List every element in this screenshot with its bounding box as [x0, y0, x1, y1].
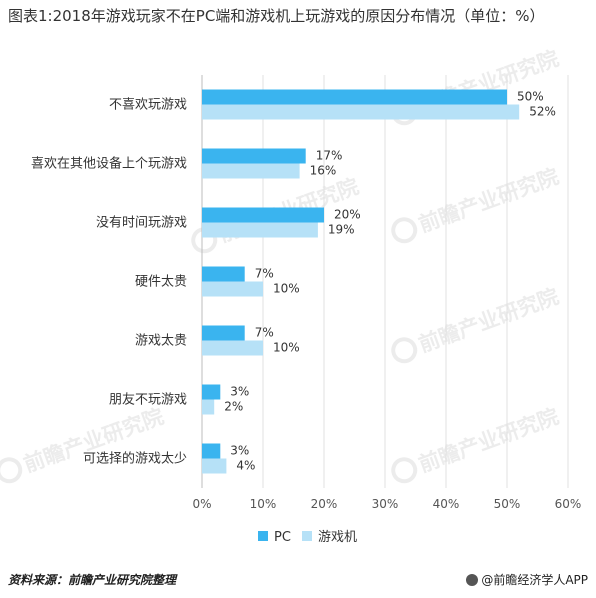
bar-console: [202, 163, 300, 179]
bars: [202, 89, 520, 474]
category-label: 游戏太贵: [135, 334, 187, 349]
bar-console: [202, 399, 215, 415]
watermark-text: 前瞻产业研究院: [415, 404, 561, 477]
bar-console: [202, 281, 263, 297]
data-label: 3%: [230, 444, 249, 458]
category-label: 喜欢在其他设备上个玩游戏: [31, 156, 187, 172]
data-label: 2%: [224, 400, 243, 414]
data-label: 20%: [334, 208, 361, 222]
x-tick-labels: 0% 10% 20% 30% 40% 50% 60%: [192, 497, 581, 511]
legend-swatch: [302, 531, 312, 541]
legend-label: 游戏机: [318, 530, 357, 545]
watermark: 前瞻产业研究院: [391, 284, 562, 364]
legend-label: PC: [274, 530, 291, 545]
data-label: 7%: [255, 267, 274, 281]
category-label: 朋友不玩游戏: [109, 392, 187, 408]
bar-console: [202, 340, 263, 356]
legend: PC 游戏机: [258, 530, 357, 545]
source-note: 资料来源：前瞻产业研究院整理: [8, 573, 177, 587]
bar-console: [202, 222, 318, 238]
watermark: 前瞻产业研究院: [391, 404, 562, 484]
watermark-logo-icon: [0, 457, 23, 484]
bar-pc: [202, 89, 507, 105]
x-tick-label: 0%: [192, 497, 211, 511]
value-labels: 50%52%17%16%20%19%7%10%7%10%3%2%3%4%: [224, 90, 556, 473]
category-label: 可选择的游戏太少: [83, 451, 187, 467]
brand-text: @前瞻经济学人APP: [481, 573, 588, 587]
watermark-text: 前瞻产业研究院: [415, 284, 561, 357]
legend-swatch: [258, 531, 268, 541]
x-tick-label: 50%: [494, 497, 521, 511]
x-tick-label: 40%: [433, 497, 460, 511]
bar-console: [202, 458, 227, 474]
watermark: 前瞻产业研究院: [391, 164, 562, 244]
category-label: 没有时间玩游戏: [96, 216, 187, 231]
bar-pc: [202, 443, 221, 459]
category-label: 硬件太贵: [135, 275, 187, 290]
bar-pc: [202, 148, 306, 164]
x-tick-label: 10%: [250, 497, 277, 511]
bar-pc: [202, 266, 245, 282]
watermark-logo-icon: [391, 217, 418, 244]
watermark-logo-icon: [391, 457, 418, 484]
bar-pc: [202, 325, 245, 341]
watermark: 前瞻产业研究院: [0, 404, 167, 484]
brand-note: @前瞻经济学人APP: [466, 571, 588, 588]
data-label: 7%: [255, 326, 274, 340]
watermark-text: 前瞻产业研究院: [415, 164, 561, 237]
data-label: 10%: [273, 282, 300, 296]
bar-console: [202, 104, 520, 120]
category-labels: 不喜欢玩游戏喜欢在其他设备上个玩游戏没有时间玩游戏硬件太贵游戏太贵朋友不玩游戏可…: [31, 98, 187, 467]
data-label: 16%: [310, 164, 337, 178]
data-label: 19%: [328, 223, 355, 237]
watermark-logo-icon: [391, 337, 418, 364]
bar-pc: [202, 207, 324, 223]
category-label: 不喜欢玩游戏: [109, 98, 187, 113]
data-label: 17%: [316, 149, 343, 163]
data-label: 52%: [529, 105, 556, 119]
brand-logo-icon: [466, 574, 479, 586]
x-tick-label: 60%: [555, 497, 582, 511]
x-tick-label: 30%: [372, 497, 399, 511]
x-tick-label: 20%: [311, 497, 338, 511]
data-label: 4%: [236, 459, 255, 473]
bar-pc: [202, 384, 221, 400]
chart-title: 图表1:2018年游戏玩家不在PC端和游戏机上玩游戏的原因分布情况（单位：%）: [8, 7, 545, 25]
data-label: 10%: [273, 341, 300, 355]
data-label: 50%: [517, 90, 544, 104]
data-label: 3%: [230, 385, 249, 399]
